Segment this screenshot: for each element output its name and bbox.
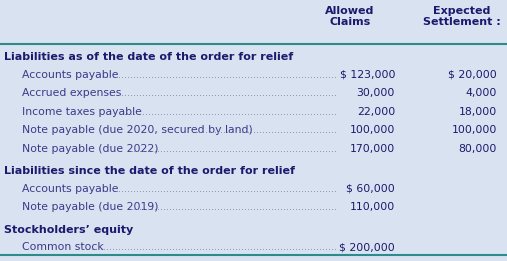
Text: ................................................................................: ........................................… [88,242,337,252]
Text: $ 123,000: $ 123,000 [340,70,395,80]
Text: .....................................................................: ........................................… [130,202,337,212]
Text: 80,000: 80,000 [459,144,497,153]
Text: 30,000: 30,000 [356,88,395,98]
Text: Stockholders’ equity: Stockholders’ equity [4,225,133,235]
Text: Note payable (due 2020, secured by land): Note payable (due 2020, secured by land) [22,125,253,135]
Text: Liabilities since the date of the order for relief: Liabilities since the date of the order … [4,166,295,176]
Text: Settlement :: Settlement : [423,17,501,27]
Text: .....................................................................: ........................................… [130,144,337,153]
Text: 18,000: 18,000 [459,106,497,117]
Text: 110,000: 110,000 [350,202,395,212]
Text: $ 60,000: $ 60,000 [346,184,395,194]
Text: 4,000: 4,000 [465,88,497,98]
Text: ..............................................................................: ........................................… [103,184,337,194]
Text: Note payable (due 2019): Note payable (due 2019) [22,202,159,212]
Text: Claims: Claims [330,17,371,27]
Text: Common stock: Common stock [22,242,104,252]
Text: Accrued expenses: Accrued expenses [22,88,121,98]
Text: Accounts payable: Accounts payable [22,184,119,194]
Text: Accounts payable: Accounts payable [22,70,119,80]
Text: $ 200,000: $ 200,000 [339,242,395,252]
Text: 100,000: 100,000 [350,125,395,135]
Text: $ 20,000: $ 20,000 [448,70,497,80]
Text: ........................................................................: ........................................… [121,106,337,117]
Text: 100,000: 100,000 [452,125,497,135]
Text: 170,000: 170,000 [350,144,395,153]
Text: ..............................................................................: ........................................… [103,70,337,80]
Text: Expected: Expected [433,6,491,16]
Text: Income taxes payable: Income taxes payable [22,106,142,117]
Text: Note payable (due 2022): Note payable (due 2022) [22,144,159,153]
Text: ..............................................................................: ........................................… [103,88,337,98]
Text: Allowed: Allowed [325,6,375,16]
Text: Liabilities as of the date of the order for relief: Liabilities as of the date of the order … [4,52,293,62]
Text: ...............................................: ........................................… [196,125,337,135]
Text: 22,000: 22,000 [357,106,395,117]
